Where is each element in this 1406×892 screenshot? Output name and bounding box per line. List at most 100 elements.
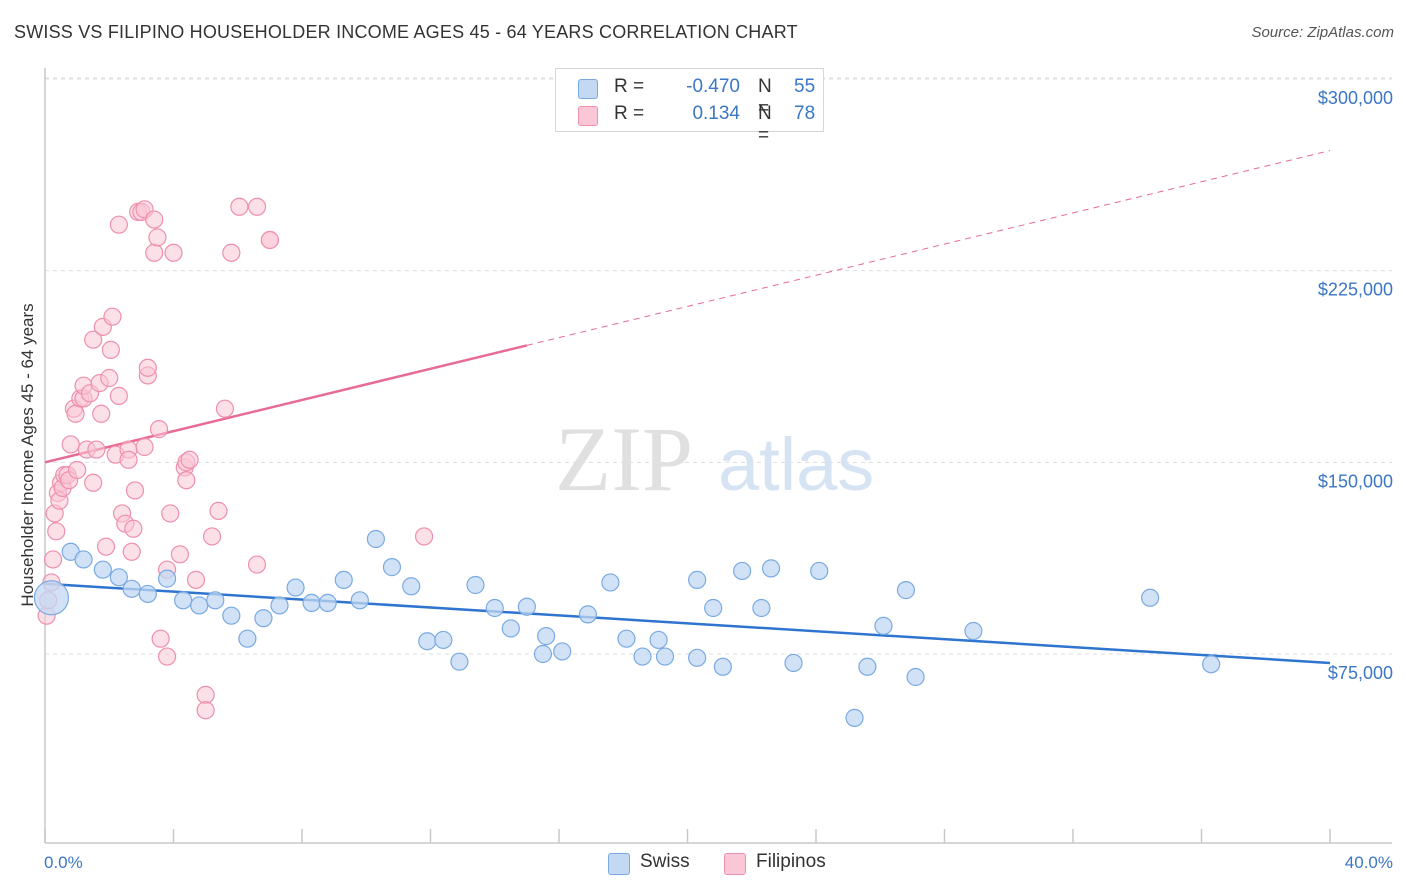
filipino-point	[151, 629, 170, 648]
swiss-point	[109, 568, 128, 587]
swiss-point	[810, 561, 829, 581]
filipino-point	[100, 368, 119, 388]
filipino-point	[109, 215, 128, 234]
chart-title: SWISS VS FILIPINO HOUSEHOLDER INCOME AGE…	[14, 22, 798, 42]
swiss-point	[286, 578, 305, 597]
swiss-point	[122, 579, 141, 598]
swiss-point	[553, 642, 572, 661]
swiss-point	[33, 580, 70, 616]
trend-lines	[44, 150, 1331, 665]
swiss-point	[157, 569, 177, 588]
swiss-point	[270, 596, 289, 615]
swiss-point	[366, 529, 385, 549]
swiss-point	[93, 560, 112, 579]
swiss-point	[649, 630, 668, 650]
y-tick-label: $75,000	[1328, 663, 1393, 683]
swiss-point	[858, 657, 877, 676]
swiss-legend-swatch	[608, 853, 630, 875]
y-tick-label: $300,000	[1318, 88, 1393, 108]
x-tick-min: 0.0%	[44, 853, 83, 872]
legend-swiss-r: -0.470	[686, 76, 740, 97]
swiss-point	[784, 653, 803, 673]
swiss-point	[206, 591, 225, 610]
swiss-point	[450, 652, 469, 671]
filipino-point	[196, 685, 215, 704]
filipinos-legend-label: Filipinos	[756, 851, 826, 872]
filipino-point	[124, 519, 143, 538]
y-tick-labels: $75,000 $150,000 $225,000 $300,000	[1318, 88, 1393, 683]
filipino-point	[119, 450, 138, 469]
swiss-point	[238, 629, 257, 648]
swiss-point	[174, 591, 193, 610]
swiss-point	[761, 559, 781, 578]
filipino-point	[138, 358, 157, 377]
swiss-point	[190, 596, 209, 615]
swiss-point	[752, 598, 771, 618]
swiss-point	[896, 581, 916, 600]
swiss-point	[1202, 655, 1221, 674]
filipino-point	[109, 386, 128, 405]
swiss-point	[334, 570, 353, 589]
filipino-point	[61, 435, 80, 454]
swiss-point	[501, 619, 520, 638]
swiss-legend-label: Swiss	[640, 851, 690, 872]
swiss-point	[655, 647, 675, 666]
filipino-point	[164, 243, 183, 262]
swiss-point	[617, 629, 636, 648]
watermark-atlas: atlas	[718, 423, 874, 506]
filipino-point	[145, 243, 164, 262]
swiss-point	[906, 667, 925, 687]
axes	[44, 68, 1392, 844]
legend-swiss-n: 55	[794, 76, 816, 97]
filipino-point	[180, 450, 199, 469]
swiss-point	[845, 708, 864, 727]
filipino-point	[230, 197, 249, 216]
filipino-point	[247, 197, 267, 216]
filipino-point	[170, 545, 190, 564]
filipinos-legend-swatch	[724, 853, 746, 875]
filipino-point	[87, 440, 106, 459]
swiss-point	[350, 591, 369, 610]
filipinos-trend-extension	[526, 150, 1331, 346]
grid-lines	[45, 77, 1392, 655]
swiss-point	[601, 573, 620, 592]
swiss-point	[633, 647, 652, 666]
swiss-point	[537, 627, 556, 646]
filipino-point	[260, 230, 279, 250]
filipino-point	[92, 404, 111, 423]
swiss-point	[533, 644, 553, 664]
legend-n-label: N =	[758, 103, 772, 146]
filipinos-swatch	[578, 106, 598, 126]
swiss-point	[382, 558, 402, 577]
filipino-point	[215, 399, 234, 418]
swiss-points	[33, 529, 1221, 727]
filipino-point	[122, 542, 141, 561]
swiss-point	[517, 597, 536, 616]
swiss-point	[704, 598, 723, 618]
swiss-trend-line	[44, 582, 1331, 665]
swiss-point	[138, 584, 157, 604]
swiss-point	[402, 577, 421, 596]
filipino-point	[414, 527, 434, 546]
swiss-point	[733, 561, 752, 581]
filipino-point	[161, 504, 180, 523]
filipino-point	[149, 420, 169, 439]
filipino-point	[157, 647, 177, 666]
filipino-point	[135, 437, 154, 457]
swiss-point	[318, 593, 337, 612]
swiss-point	[485, 598, 504, 618]
swiss-point	[74, 550, 93, 569]
filipino-point	[247, 555, 267, 574]
filipino-point	[202, 527, 222, 546]
swiss-point	[713, 657, 732, 676]
filipino-point	[222, 243, 241, 262]
swiss-point	[1140, 588, 1160, 607]
filipinos-points	[37, 197, 434, 720]
filipino-point	[101, 340, 120, 359]
filipino-point	[68, 460, 87, 480]
legend-r-label: R =	[614, 76, 645, 97]
legend-n-label: N =	[758, 76, 772, 119]
filipino-point	[66, 404, 85, 423]
filipino-point	[145, 210, 164, 229]
legend-r-label: R =	[614, 103, 645, 124]
